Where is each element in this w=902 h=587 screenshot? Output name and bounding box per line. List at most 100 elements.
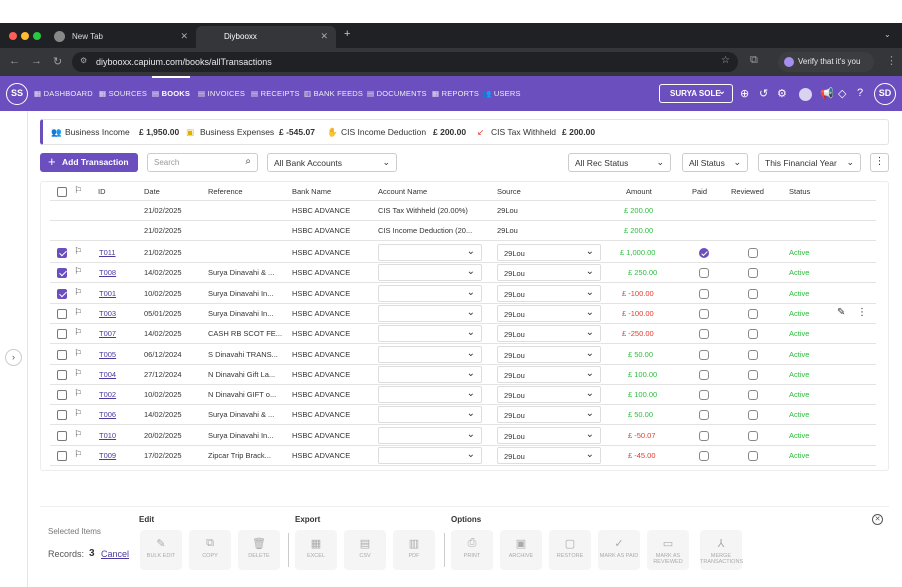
source-select[interactable]: 29Lou ⌄ bbox=[497, 244, 601, 261]
source-select[interactable]: 29Lou ⌄ bbox=[497, 447, 601, 464]
bank-account-select[interactable]: All Bank Accounts ⌄ bbox=[267, 153, 397, 172]
transaction-id-link[interactable]: T002 bbox=[99, 390, 117, 400]
paid-checkbox[interactable] bbox=[699, 451, 709, 461]
nav-dashboard[interactable]: ▦ DASHBOARD bbox=[34, 89, 93, 98]
history-icon[interactable]: ↺ bbox=[759, 88, 769, 100]
flag-icon[interactable]: ⚐ bbox=[74, 266, 83, 277]
transaction-id-link[interactable]: T008 bbox=[99, 268, 117, 278]
reviewed-checkbox[interactable] bbox=[748, 248, 758, 258]
browser-tab-diybooxx[interactable]: Diybooxx ✕ bbox=[196, 26, 336, 48]
row-checkbox[interactable] bbox=[57, 329, 67, 340]
source-select[interactable]: 29Lou ⌄ bbox=[497, 345, 601, 363]
flag-icon[interactable]: ⚐ bbox=[74, 449, 83, 459]
flag-icon[interactable]: ⚐ bbox=[74, 286, 83, 297]
expand-sidebar-icon[interactable]: › bbox=[5, 349, 22, 366]
tab-search-icon[interactable]: ⌄ bbox=[884, 30, 891, 39]
source-select[interactable]: 29Lou ⌄ bbox=[497, 264, 601, 282]
flag-icon[interactable]: ⚐ bbox=[74, 327, 83, 338]
transaction-id-link[interactable]: T006 bbox=[99, 410, 117, 420]
reviewed-checkbox[interactable] bbox=[748, 288, 758, 299]
account-name-select[interactable]: ⌄ bbox=[378, 284, 482, 302]
diamond-icon[interactable]: ◇ bbox=[838, 88, 847, 100]
transaction-id-link[interactable]: T011 bbox=[99, 248, 116, 257]
column-header-reviewed[interactable]: Reviewed bbox=[731, 187, 764, 196]
paid-checkbox[interactable] bbox=[699, 390, 709, 401]
more-options-icon[interactable]: ⋮ bbox=[870, 153, 889, 172]
nav-reports[interactable]: ▦ REPORTS bbox=[432, 89, 479, 98]
bulk-edit-button[interactable]: ✎ BULK EDIT bbox=[140, 530, 182, 570]
paid-checkbox[interactable] bbox=[699, 430, 709, 441]
row-checkbox[interactable] bbox=[57, 349, 67, 360]
transaction-id-link[interactable]: T004 bbox=[99, 369, 117, 379]
transaction-id-link[interactable]: T009 bbox=[99, 451, 117, 460]
source-select[interactable]: 29Lou ⌄ bbox=[497, 406, 601, 424]
row-checkbox[interactable] bbox=[57, 451, 67, 461]
paid-checkbox[interactable] bbox=[699, 329, 709, 340]
site-info-icon[interactable]: ⚙ bbox=[80, 56, 88, 65]
column-header-paid[interactable]: Paid bbox=[692, 187, 708, 196]
row-checkbox[interactable] bbox=[57, 308, 67, 319]
paid-checkbox[interactable] bbox=[699, 248, 709, 258]
edit-pencil-icon[interactable]: ✎ bbox=[837, 306, 846, 318]
reviewed-checkbox[interactable] bbox=[748, 430, 758, 441]
rec-status-select[interactable]: All Rec Status ⌄ bbox=[568, 153, 671, 172]
maximize-window-icon[interactable] bbox=[33, 32, 41, 40]
row-checkbox[interactable] bbox=[57, 369, 67, 380]
transaction-id-link[interactable]: T003 bbox=[99, 308, 117, 318]
search-input[interactable]: Search ⌕ bbox=[147, 153, 258, 172]
paid-checkbox[interactable] bbox=[699, 349, 709, 360]
account-name-select[interactable]: ⌄ bbox=[378, 244, 482, 261]
reviewed-checkbox[interactable] bbox=[748, 369, 758, 380]
select-all-checkbox[interactable] bbox=[57, 187, 67, 197]
account-name-select[interactable]: ⌄ bbox=[378, 447, 482, 464]
transaction-id-link[interactable]: T005 bbox=[99, 349, 117, 359]
paid-checkbox[interactable] bbox=[699, 268, 709, 279]
new-tab-icon[interactable]: + bbox=[344, 28, 351, 40]
print-button[interactable]: ⎙ PRINT bbox=[451, 530, 493, 570]
reviewed-checkbox[interactable] bbox=[748, 329, 758, 340]
transaction-id-link[interactable]: T001 bbox=[99, 288, 117, 298]
search-icon[interactable]: ⌕ bbox=[245, 156, 251, 167]
flag-icon[interactable]: ⚐ bbox=[74, 306, 83, 317]
nav-books[interactable]: ▤ BOOKS bbox=[152, 76, 191, 98]
user-avatar[interactable]: SD bbox=[874, 83, 896, 105]
add-circle-icon[interactable]: ⊕ bbox=[740, 88, 750, 100]
close-tab-icon[interactable]: ✕ bbox=[320, 31, 328, 41]
nav-invoices[interactable]: ▤ INVOICES bbox=[198, 89, 245, 98]
status-select[interactable]: All Status ⌄ bbox=[682, 153, 748, 172]
column-header-source[interactable]: Source bbox=[497, 187, 521, 196]
archive-button[interactable]: ▣ ARCHIVE bbox=[500, 530, 542, 570]
flag-icon[interactable]: ⚐ bbox=[74, 428, 83, 439]
source-select[interactable]: 29Lou ⌄ bbox=[497, 426, 601, 444]
delete-button[interactable]: 🗑 DELETE bbox=[238, 530, 280, 570]
account-name-select[interactable]: ⌄ bbox=[378, 325, 482, 343]
flag-icon[interactable]: ⚐ bbox=[74, 347, 83, 358]
browser-tab-new[interactable]: New Tab ✕ bbox=[44, 26, 196, 48]
account-name-select[interactable]: ⌄ bbox=[378, 365, 482, 383]
reviewed-checkbox[interactable] bbox=[748, 349, 758, 360]
account-name-select[interactable]: ⌄ bbox=[378, 426, 482, 444]
nav-users[interactable]: 👥 USERS bbox=[482, 89, 521, 98]
address-bar[interactable]: ⚙ diybooxx.capium.com/books/allTransacti… bbox=[72, 52, 738, 72]
flag-icon[interactable]: ⚐ bbox=[74, 367, 83, 378]
back-icon[interactable]: ← bbox=[9, 55, 20, 67]
column-header-account-name[interactable]: Account Name bbox=[378, 187, 428, 196]
bookmark-star-icon[interactable]: ☆ bbox=[721, 55, 730, 66]
transaction-id-link[interactable]: T007 bbox=[99, 329, 117, 339]
account-name-select[interactable]: ⌄ bbox=[378, 304, 482, 322]
app-logo-avatar[interactable]: SS bbox=[6, 83, 28, 105]
reload-icon[interactable]: ↻ bbox=[53, 56, 63, 68]
paid-checkbox[interactable] bbox=[699, 410, 709, 421]
flag-icon[interactable]: ⚐ bbox=[74, 185, 83, 195]
reviewed-checkbox[interactable] bbox=[748, 268, 758, 279]
paid-checkbox[interactable] bbox=[699, 369, 709, 380]
extensions-icon[interactable]: ⧉ bbox=[750, 54, 758, 66]
close-window-icon[interactable] bbox=[9, 32, 17, 40]
column-header-id[interactable]: ID bbox=[98, 187, 106, 196]
nav-receipts[interactable]: ▤ RECEIPTS bbox=[251, 89, 300, 98]
transaction-id-link[interactable]: T010 bbox=[99, 430, 117, 440]
browser-menu-icon[interactable]: ⋮ bbox=[886, 55, 897, 67]
mark-as-reviewed-button[interactable]: ▭ MARK AS REVIEWED bbox=[647, 530, 689, 570]
reviewed-checkbox[interactable] bbox=[748, 410, 758, 421]
row-checkbox[interactable] bbox=[57, 268, 67, 279]
